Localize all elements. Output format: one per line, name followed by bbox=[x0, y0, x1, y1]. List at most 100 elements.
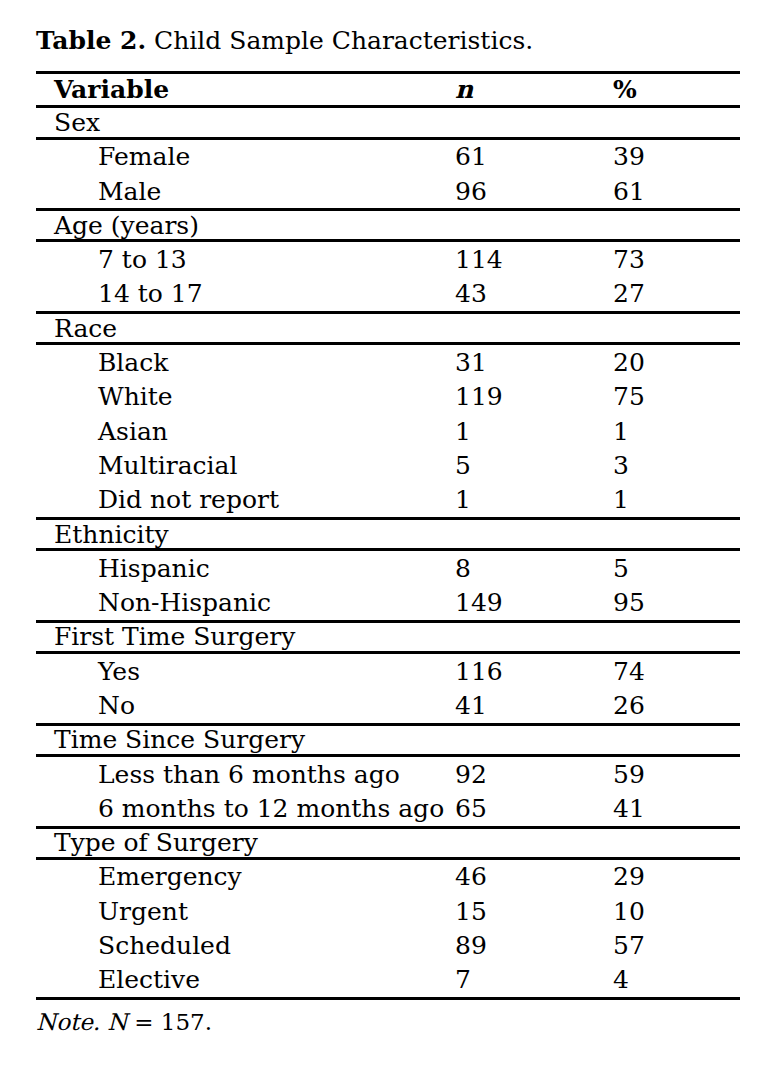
row-n: 7 bbox=[455, 965, 613, 994]
section-row-first-time-surgery: First Time Surgery bbox=[36, 620, 740, 654]
row-n: 5 bbox=[455, 451, 613, 480]
row-percent: 26 bbox=[613, 691, 740, 720]
row-label: Male bbox=[36, 177, 455, 206]
table-row: Female 61 39 bbox=[36, 140, 740, 174]
row-percent: 95 bbox=[613, 588, 740, 617]
table-caption-text: Child Sample Characteristics. bbox=[154, 26, 533, 55]
row-label: Emergency bbox=[36, 862, 455, 891]
row-label: Hispanic bbox=[36, 554, 455, 583]
column-header-n: n bbox=[455, 75, 613, 104]
row-percent: 1 bbox=[613, 485, 740, 514]
row-label: 14 to 17 bbox=[36, 279, 455, 308]
row-n: 15 bbox=[455, 897, 613, 926]
row-label: Elective bbox=[36, 965, 455, 994]
row-label: White bbox=[36, 382, 455, 411]
row-percent: 57 bbox=[613, 931, 740, 960]
row-percent: 4 bbox=[613, 965, 740, 994]
section-row-race: Race bbox=[36, 311, 740, 345]
table-row: Yes 116 74 bbox=[36, 654, 740, 688]
row-percent: 5 bbox=[613, 554, 740, 583]
row-label: Non-Hispanic bbox=[36, 588, 455, 617]
row-percent: 27 bbox=[613, 279, 740, 308]
row-n: 149 bbox=[455, 588, 613, 617]
row-label: Multiracial bbox=[36, 451, 455, 480]
note-n-symbol: N bbox=[107, 1009, 127, 1035]
table-row: 7 to 13 114 73 bbox=[36, 242, 740, 276]
row-percent: 10 bbox=[613, 897, 740, 926]
section-label: Race bbox=[36, 314, 455, 343]
table-number: Table 2. bbox=[36, 26, 146, 55]
column-header-percent: % bbox=[613, 75, 740, 104]
row-label: Female bbox=[36, 142, 455, 171]
section-row-type-of-surgery: Type of Surgery bbox=[36, 826, 740, 860]
row-label: 7 to 13 bbox=[36, 245, 455, 274]
table-row: Elective 7 4 bbox=[36, 963, 740, 997]
table-row: 6 months to 12 months ago 65 41 bbox=[36, 791, 740, 825]
row-percent: 41 bbox=[613, 794, 740, 823]
row-n: 92 bbox=[455, 760, 613, 789]
row-n: 65 bbox=[455, 794, 613, 823]
table-row: No 41 26 bbox=[36, 688, 740, 722]
table-row: Male 96 61 bbox=[36, 174, 740, 208]
row-n: 119 bbox=[455, 382, 613, 411]
row-n: 89 bbox=[455, 931, 613, 960]
row-n: 31 bbox=[455, 348, 613, 377]
table-header-row: Variable n % bbox=[36, 71, 740, 105]
row-label: 6 months to 12 months ago bbox=[36, 794, 455, 823]
table-row: Scheduled 89 57 bbox=[36, 928, 740, 962]
row-percent: 75 bbox=[613, 382, 740, 411]
table-row: White 119 75 bbox=[36, 380, 740, 414]
row-percent: 29 bbox=[613, 862, 740, 891]
section-row-ethnicity: Ethnicity bbox=[36, 517, 740, 551]
row-n: 1 bbox=[455, 417, 613, 446]
row-n: 46 bbox=[455, 862, 613, 891]
row-label: Did not report bbox=[36, 485, 455, 514]
table-row: Less than 6 months ago 92 59 bbox=[36, 757, 740, 791]
row-percent: 1 bbox=[613, 417, 740, 446]
note-label: Note. bbox=[36, 1009, 100, 1035]
table-row: 14 to 17 43 27 bbox=[36, 277, 740, 311]
row-n: 96 bbox=[455, 177, 613, 206]
section-label: Age (years) bbox=[36, 211, 455, 240]
section-label: Time Since Surgery bbox=[36, 725, 455, 754]
row-label: Yes bbox=[36, 657, 455, 686]
section-label: Type of Surgery bbox=[36, 828, 455, 857]
table-row: Urgent 15 10 bbox=[36, 894, 740, 928]
table-row: Did not report 1 1 bbox=[36, 483, 740, 517]
row-percent: 73 bbox=[613, 245, 740, 274]
table-row: Non-Hispanic 149 95 bbox=[36, 585, 740, 619]
table-note: Note. N = 157. bbox=[36, 1009, 740, 1035]
row-label: Scheduled bbox=[36, 931, 455, 960]
section-row-time-since-surgery: Time Since Surgery bbox=[36, 723, 740, 757]
row-n: 8 bbox=[455, 554, 613, 583]
paper-page: Table 2. Child Sample Characteristics. Va… bbox=[0, 0, 779, 1065]
table-row: Multiracial 5 3 bbox=[36, 448, 740, 482]
section-label: Sex bbox=[36, 108, 455, 137]
table-row: Asian 1 1 bbox=[36, 414, 740, 448]
note-value: = 157. bbox=[134, 1009, 212, 1035]
section-label: Ethnicity bbox=[36, 520, 455, 549]
row-n: 116 bbox=[455, 657, 613, 686]
table-caption: Table 2. Child Sample Characteristics. bbox=[36, 26, 740, 56]
row-label: Urgent bbox=[36, 897, 455, 926]
row-percent: 3 bbox=[613, 451, 740, 480]
row-label: No bbox=[36, 691, 455, 720]
table-row: Black 31 20 bbox=[36, 345, 740, 379]
row-percent: 59 bbox=[613, 760, 740, 789]
table-block: Table 2. Child Sample Characteristics. Va… bbox=[36, 26, 740, 1035]
row-n: 61 bbox=[455, 142, 613, 171]
row-percent: 61 bbox=[613, 177, 740, 206]
row-percent: 74 bbox=[613, 657, 740, 686]
table-row: Emergency 46 29 bbox=[36, 860, 740, 894]
row-label: Asian bbox=[36, 417, 455, 446]
section-row-sex: Sex bbox=[36, 105, 740, 139]
row-n: 1 bbox=[455, 485, 613, 514]
row-label: Black bbox=[36, 348, 455, 377]
row-label: Less than 6 months ago bbox=[36, 760, 455, 789]
data-table: Variable n % Sex Female 61 39 Male 96 61… bbox=[36, 71, 740, 1000]
row-n: 114 bbox=[455, 245, 613, 274]
table-row: Hispanic 8 5 bbox=[36, 551, 740, 585]
column-header-variable: Variable bbox=[36, 75, 455, 104]
section-label: First Time Surgery bbox=[36, 622, 455, 651]
row-percent: 39 bbox=[613, 142, 740, 171]
